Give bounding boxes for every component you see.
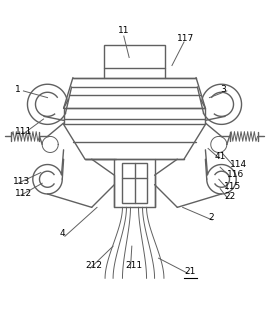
Text: 11: 11	[118, 26, 130, 35]
Text: 113: 113	[13, 177, 30, 186]
Text: 1: 1	[15, 85, 21, 94]
Text: 21: 21	[184, 267, 195, 275]
Text: 3: 3	[220, 85, 226, 94]
Bar	[122, 163, 147, 203]
Text: 117: 117	[177, 34, 194, 43]
Text: 212: 212	[85, 261, 102, 270]
Text: 111: 111	[15, 127, 33, 136]
Text: 41: 41	[215, 151, 226, 161]
Bar	[114, 159, 155, 207]
Bar	[104, 45, 165, 78]
Text: 4: 4	[59, 229, 65, 238]
Text: 114: 114	[229, 160, 247, 168]
Bar	[63, 108, 206, 124]
Text: 22: 22	[224, 192, 235, 201]
Text: 116: 116	[227, 170, 244, 179]
Text: 112: 112	[15, 189, 33, 198]
Text: 115: 115	[224, 182, 241, 191]
Text: 2: 2	[208, 213, 214, 222]
Text: 211: 211	[125, 261, 142, 270]
